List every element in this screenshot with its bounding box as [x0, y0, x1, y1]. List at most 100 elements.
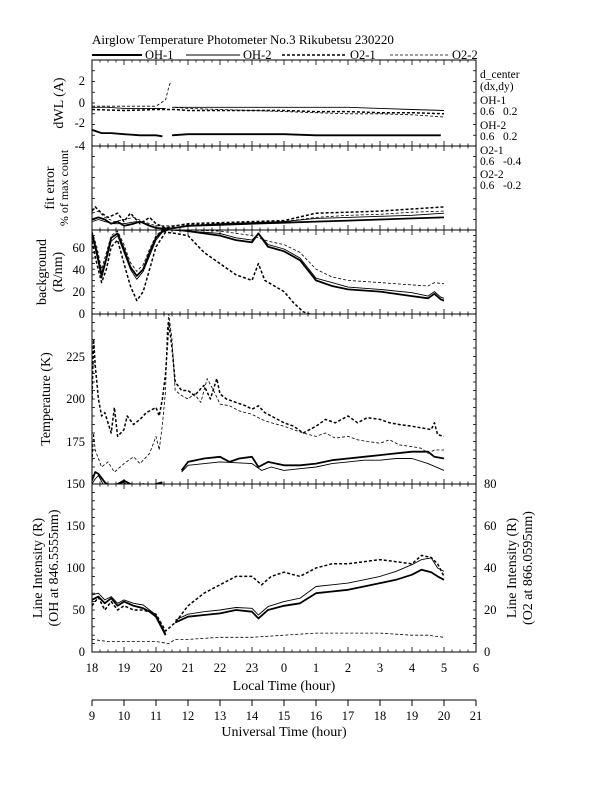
series-line-background-o2-2 — [92, 230, 445, 287]
ytick-dwl: -4 — [75, 139, 86, 153]
series-line-dWL-oh-1 — [92, 129, 163, 138]
legend: OH-1 OH-2 O2-1 O2-2 — [92, 48, 478, 62]
xtick-universal: 20 — [438, 709, 451, 723]
xtick-universal: 17 — [342, 709, 355, 723]
panel-fit_error-series — [92, 206, 445, 230]
panel-background-frame — [91, 229, 477, 315]
d-center-info: d_center (dx,dy) OH-1 0.6 0.2 OH-2 0.6 0… — [480, 69, 521, 192]
panel-temperature-series — [92, 314, 445, 484]
ylabel-fit-error-2: % of max count — [57, 149, 71, 226]
xtick-local: 6 — [473, 661, 479, 675]
ylabel-background-2: (R/nm) — [51, 251, 66, 292]
series-line-dWL-oh-2 — [172, 106, 445, 111]
xtick-universal: 21 — [470, 709, 483, 723]
ytick-intensity-left: 50 — [73, 603, 86, 617]
d-center-name-oh-2: OH-2 — [480, 120, 506, 132]
ytick-intensity-right: 0 — [484, 645, 490, 659]
chart-title: Airglow Temperature Photometer No.3 Riku… — [92, 32, 394, 47]
ytick-background: 40 — [73, 263, 86, 277]
xtick-local: 2 — [345, 661, 351, 675]
xtick-universal: 19 — [406, 709, 419, 723]
series-line-line_intensity-oh-2 — [175, 557, 445, 621]
d-center-value-oh-1: 0.6 0.2 — [480, 106, 518, 118]
xlabel-universal: Universal Time (hour) — [221, 725, 347, 740]
series-line-temperature-oh-2 — [92, 475, 166, 484]
tick-layer — [92, 60, 476, 652]
xtick-local: 4 — [409, 661, 416, 675]
ytick-intensity-left: 100 — [66, 561, 85, 575]
x-axis-local: 18 19 20 21 22 23 0 1 2 3 4 5 6 — [86, 661, 479, 675]
series-line-temperature-o2-2 — [92, 314, 444, 473]
panel-intensity-frame — [91, 483, 477, 653]
d-center-name-oh-1: OH-1 — [480, 95, 506, 107]
ytick-intensity-right: 40 — [484, 561, 497, 575]
xtick-universal: 14 — [246, 709, 259, 723]
series-line-dWL-o2-2 — [92, 82, 171, 107]
d-center-value-o2-2: 0.6 -0.2 — [480, 180, 521, 192]
d-center-subheader: (dx,dy) — [480, 81, 514, 93]
xlabel-local: Local Time (hour) — [233, 679, 336, 694]
xtick-local: 21 — [182, 661, 195, 675]
panel-background-series — [92, 230, 445, 314]
panel-dWL-series — [92, 82, 445, 138]
series-line-fit_error-o2-1 — [92, 206, 445, 229]
ytick-background: 60 — [73, 241, 86, 255]
xtick-universal: 13 — [214, 709, 227, 723]
ylabel-intensity-right: Line Intensity (R) — [505, 518, 520, 619]
ytick-background: 20 — [73, 285, 86, 299]
ytick-temperature: 150 — [66, 477, 85, 491]
ytick-background: 0 — [79, 307, 85, 321]
xtick-local: 22 — [214, 661, 227, 675]
xtick-local: 3 — [377, 661, 383, 675]
ytick-temperature: 200 — [66, 392, 85, 406]
series-line-fit_error-oh-2 — [92, 212, 445, 229]
ytick-dwl: -2 — [75, 116, 85, 130]
d-center-header: d_center — [480, 69, 520, 81]
xtick-universal: 11 — [150, 709, 162, 723]
xtick-universal: 12 — [182, 709, 195, 723]
panel-line_intensity-series — [92, 554, 445, 644]
ytick-intensity-right: 60 — [484, 519, 497, 533]
legend-label-o2-2: O2-2 — [452, 48, 478, 62]
xtick-universal: 16 — [310, 709, 323, 723]
xtick-local: 18 — [86, 661, 99, 675]
ytick-dwl: 2 — [79, 74, 85, 88]
series-line-dWL-oh-1 — [171, 133, 441, 137]
ylabel-intensity-right-2: (O2 at 866.0595nm) — [521, 511, 536, 625]
xtick-local: 5 — [441, 661, 447, 675]
series-line-line_intensity-o2-2 — [92, 632, 445, 644]
xtick-local: 20 — [150, 661, 163, 675]
series-line-temperature-oh-1 — [92, 471, 163, 484]
series-line-dWL-o2-1 — [92, 108, 445, 115]
d-center-value-o2-1: 0.6 -0.4 — [480, 156, 521, 168]
series-line-line_intensity-oh-1 — [92, 595, 167, 636]
series-line-temperature-o2-1 — [92, 321, 445, 438]
series-line-line_intensity-oh-2 — [92, 592, 166, 634]
ytick-intensity-left: 0 — [79, 645, 85, 659]
xtick-local: 19 — [118, 661, 131, 675]
series-line-line_intensity-o2-1 — [92, 554, 445, 632]
xtick-universal: 9 — [89, 709, 95, 723]
xtick-universal: 10 — [118, 709, 131, 723]
xtick-local: 1 — [313, 661, 319, 675]
panel-dwl-frame — [91, 59, 477, 147]
series-line-dWL-o2-2 — [175, 106, 445, 118]
series-line-temperature-oh-2 — [181, 458, 445, 473]
ylabel-temperature: Temperature (K) — [39, 352, 54, 446]
x-axis-universal: 9 10 11 12 13 14 15 16 17 18 19 20 21 — [89, 700, 482, 723]
xtick-local: 0 — [281, 661, 287, 675]
ylabel-background: background — [35, 239, 50, 305]
ylabel-intensity: Line Intensity (R) — [31, 518, 46, 619]
legend-label-o2-1: O2-1 — [350, 48, 376, 62]
xtick-local: 23 — [246, 661, 259, 675]
series-line-background-o2-1 — [92, 231, 310, 314]
ytick-intensity-right: 20 — [484, 603, 497, 617]
d-center-value-oh-2: 0.6 0.2 — [480, 131, 518, 143]
ytick-intensity-left: 150 — [66, 519, 85, 533]
d-center-name-o2-1: O2-1 — [480, 145, 504, 157]
series-line-fit_error-o2-2 — [92, 210, 445, 227]
series-line-fit_error-oh-1 — [92, 216, 445, 230]
ylabel-dwl: dWL (A) — [52, 77, 67, 129]
series-line-temperature-oh-1 — [180, 450, 445, 471]
